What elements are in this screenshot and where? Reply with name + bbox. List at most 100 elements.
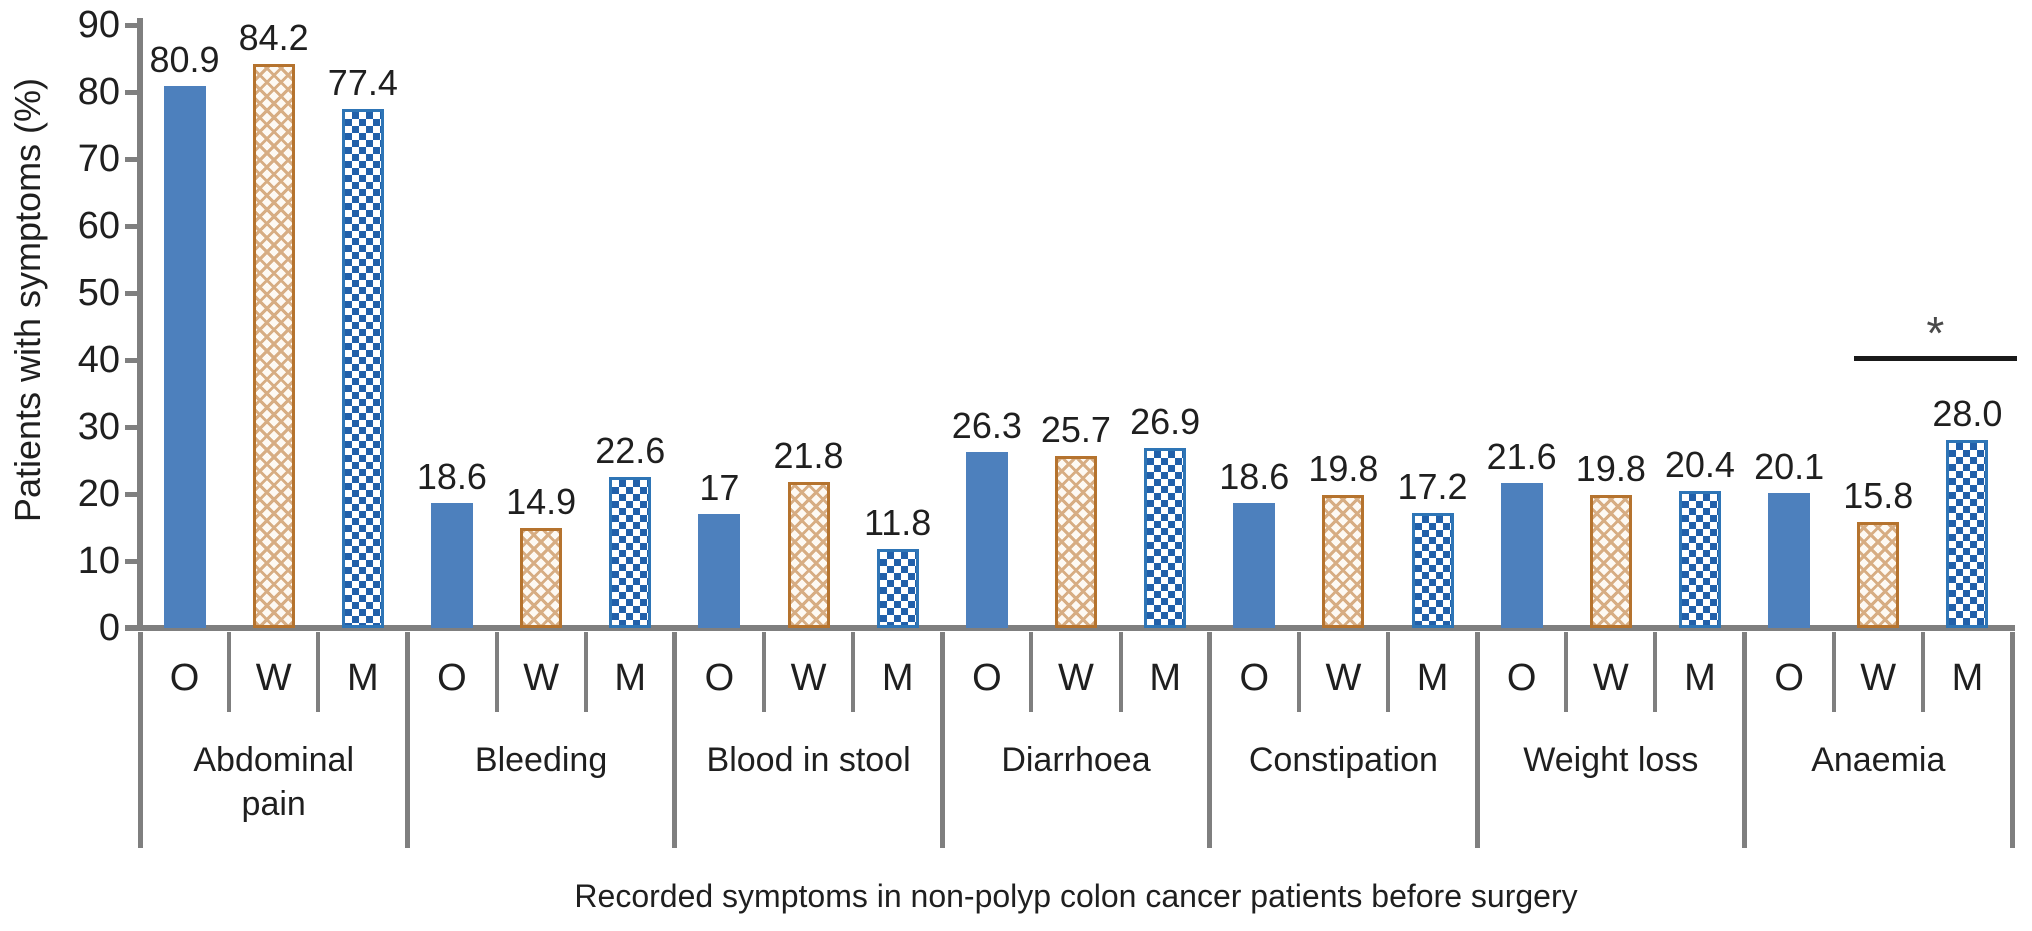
- bar-w-7: [1857, 522, 1900, 628]
- bar-sublabel: M: [347, 657, 379, 699]
- bar-sublabel: M: [1951, 657, 1984, 699]
- y-tick-mark: [125, 357, 137, 363]
- y-tick-mark: [125, 558, 137, 564]
- group-divider: [404, 632, 410, 848]
- bar-value-label: 15.8: [1843, 475, 1914, 517]
- bar-value-label: 84.2: [238, 16, 309, 58]
- category-label: Anaemia: [1811, 741, 1946, 779]
- bar-o-4: [965, 451, 1008, 628]
- bar-value-label: 14.9: [506, 481, 577, 523]
- bar-value-label: 26.9: [1130, 400, 1201, 442]
- bar-sublabel: O: [704, 657, 735, 699]
- sub-divider: [1564, 632, 1569, 712]
- bar-sublabel: W: [790, 657, 827, 699]
- category-label: Bleeding: [474, 741, 608, 779]
- sub-divider: [494, 632, 499, 712]
- category-label: Weight loss: [1523, 741, 1699, 779]
- bar-o-6: [1500, 483, 1543, 628]
- bar-value-label: 17: [699, 467, 740, 509]
- bar-value-label: 11.8: [863, 501, 932, 543]
- y-tick-mark: [125, 491, 137, 497]
- bar-value-label: 20.4: [1664, 444, 1735, 486]
- bar-w-6: [1589, 495, 1632, 628]
- bar-value-label: 28.0: [1932, 393, 2003, 435]
- bar-sublabel: W: [1592, 657, 1629, 699]
- sub-divider: [762, 632, 766, 712]
- group-divider: [2009, 632, 2015, 848]
- bar-m-5: [1411, 512, 1454, 628]
- bar-sublabel: O: [169, 657, 200, 699]
- bar-value-label: 80.9: [149, 39, 220, 80]
- bar-value-label: 21.8: [773, 434, 844, 476]
- y-tick-label: 80: [77, 71, 120, 113]
- y-tick-mark: [125, 156, 137, 162]
- bar-m-3: [876, 548, 919, 628]
- bar-value-label: 77.4: [327, 62, 398, 104]
- y-tick-mark: [125, 89, 137, 95]
- bar-sublabel: O: [1239, 657, 1270, 699]
- bar-value-label: 18.6: [416, 456, 487, 498]
- bar-o-1: [163, 86, 206, 628]
- bar-value-label: 22.6: [595, 429, 666, 471]
- bar-o-5: [1233, 503, 1276, 628]
- y-tick-label: 0: [98, 607, 120, 649]
- sub-divider: [1386, 632, 1390, 712]
- bar-o-7: [1768, 493, 1811, 628]
- sub-divider: [1029, 632, 1034, 712]
- bar-w-3: [787, 481, 830, 628]
- y-tick-label: 30: [77, 406, 120, 448]
- category-label: Diarrhoea: [1001, 741, 1151, 779]
- category-label: Constipation: [1248, 741, 1438, 779]
- y-tick-label: 40: [77, 339, 120, 381]
- y-tick-label: 20: [77, 473, 120, 515]
- bar-w-1: [252, 63, 295, 628]
- bar-sublabel: W: [1325, 657, 1362, 699]
- sub-divider: [1920, 632, 1925, 712]
- bar-value-label: 17.2: [1397, 465, 1468, 507]
- bar-value-label: 20.1: [1754, 446, 1825, 488]
- bar-m-7: [1946, 440, 1989, 628]
- group-divider: [939, 632, 945, 848]
- bar-sublabel: O: [1506, 657, 1537, 699]
- y-tick-label: 50: [77, 272, 120, 314]
- bar-sublabel: M: [881, 657, 914, 699]
- sub-divider: [316, 632, 321, 712]
- bar-m-4: [1144, 447, 1187, 628]
- bar-value-label: 18.6: [1219, 456, 1290, 498]
- group-divider: [1742, 632, 1748, 848]
- bar-w-5: [1322, 495, 1365, 628]
- bar-o-2: [431, 503, 473, 628]
- group-divider: [1207, 632, 1213, 848]
- bar-sublabel: O: [437, 657, 467, 699]
- y-tick-label: 70: [77, 138, 120, 180]
- bar-m-6: [1679, 491, 1721, 628]
- bar-value-label: 26.3: [951, 404, 1022, 446]
- bar-value-label: 19.8: [1575, 448, 1646, 490]
- sub-divider: [583, 632, 588, 712]
- bar-o-3: [698, 514, 741, 628]
- bar-sublabel: M: [614, 657, 647, 699]
- group-divider: [1474, 632, 1480, 848]
- bar-sublabel: W: [1058, 657, 1094, 699]
- bar-value-label: 25.7: [1040, 408, 1111, 450]
- x-axis-title: Recorded symptoms in non-polyp colon can…: [574, 878, 1578, 914]
- bar-sublabel: W: [523, 657, 560, 699]
- x-axis-line: [125, 625, 2015, 631]
- y-tick-label: 90: [77, 4, 120, 46]
- sub-divider: [1653, 632, 1658, 712]
- bar-sublabel: O: [1774, 657, 1804, 699]
- y-tick-label: 60: [77, 205, 120, 247]
- bar-sublabel: M: [1684, 657, 1716, 699]
- y-tick-mark: [125, 290, 137, 296]
- bar-sublabel: W: [1860, 657, 1897, 699]
- sub-divider: [851, 632, 856, 712]
- category-label: Blood in stool: [706, 741, 911, 779]
- sub-divider: [227, 632, 232, 712]
- group-divider: [137, 632, 143, 848]
- y-tick-mark: [125, 22, 137, 28]
- bar-m-2: [609, 476, 652, 628]
- sub-divider: [1296, 632, 1301, 712]
- bar-sublabel: W: [255, 657, 292, 699]
